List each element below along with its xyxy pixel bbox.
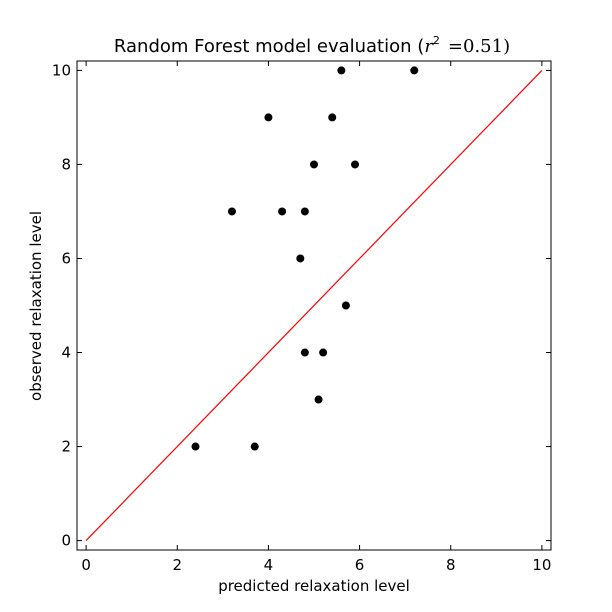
data-point-0-3 [300, 348, 309, 357]
x-tick-label-4: 4 [264, 556, 274, 574]
plot-area: 0 2 4 6 8 10 0 2 4 6 8 10 [52, 61, 551, 574]
x-tick-label-6: 6 [355, 556, 365, 574]
data-point-0-11 [351, 160, 360, 169]
data-point-0-1 [250, 442, 259, 451]
y-tick-label-4: 4 [61, 344, 71, 362]
data-point-0-9 [300, 207, 309, 216]
chart-title-prefix: ( [417, 36, 424, 57]
data-point-0-0 [191, 442, 200, 451]
y-axis-label: observed relaxation level [27, 211, 45, 401]
chart-title-text: Random Forest model evaluation [114, 36, 412, 57]
y-tick-label-10: 10 [52, 61, 71, 79]
data-point-0-5 [341, 301, 350, 310]
data-point-0-14 [337, 66, 346, 75]
chart-title-math-eq: =0.51) [448, 36, 510, 57]
data-point-0-8 [278, 207, 287, 216]
data-point-0-7 [227, 207, 236, 216]
x-tick-label-2: 2 [172, 556, 182, 574]
data-point-0-6 [296, 254, 305, 263]
y-tick-label-2: 2 [61, 438, 71, 456]
data-point-0-13 [328, 113, 337, 122]
y-tick-label-0: 0 [61, 532, 71, 550]
reference-line [85, 69, 543, 542]
data-point-0-2 [314, 395, 323, 404]
x-tick-label-0: 0 [81, 556, 91, 574]
y-tick-label-6: 6 [61, 249, 71, 267]
chart-title: Random Forest model evaluation (r2 =0.51) [114, 34, 510, 57]
data-point-0-4 [319, 348, 328, 357]
chart-title-math-var: r [424, 36, 434, 57]
data-point-0-12 [264, 113, 273, 122]
x-axis-label: predicted relaxation level [218, 577, 410, 595]
data-point-0-10 [310, 160, 318, 169]
chart-title-math-sup: 2 [433, 34, 440, 47]
x-tick-label-8: 8 [446, 556, 456, 574]
data-point-0-15 [410, 66, 419, 75]
plot-frame [76, 60, 552, 551]
y-tick-label-8: 8 [61, 155, 71, 173]
x-tick-label-10: 10 [532, 556, 551, 574]
